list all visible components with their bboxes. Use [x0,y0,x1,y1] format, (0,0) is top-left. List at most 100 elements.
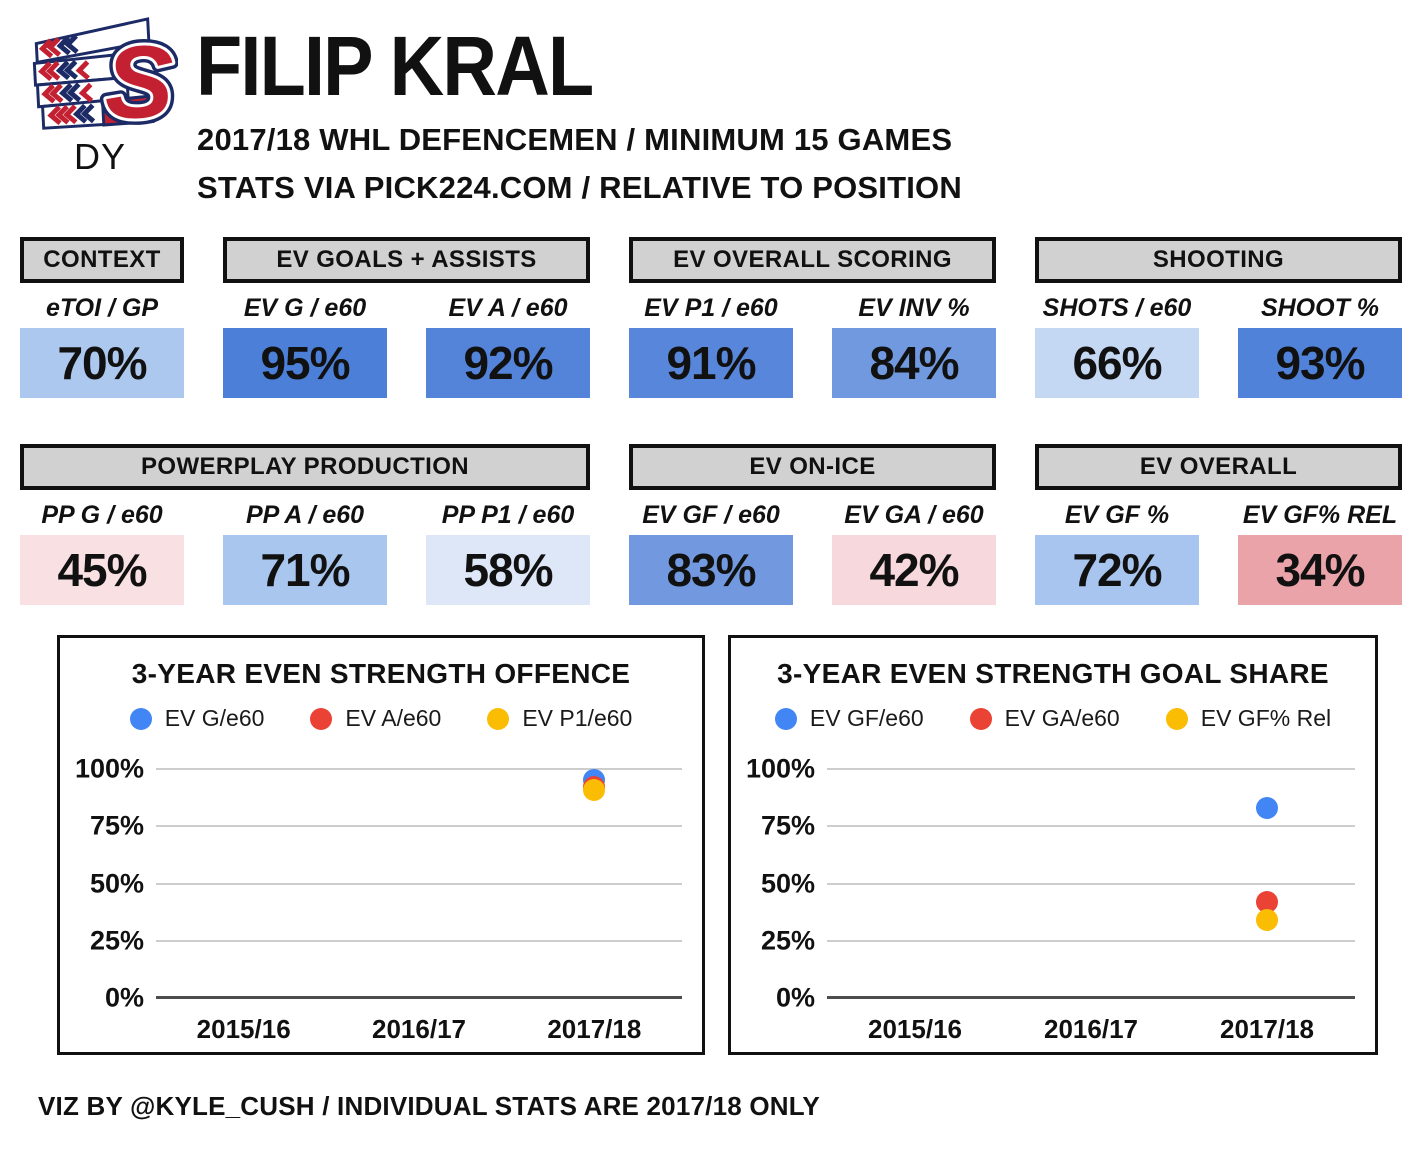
gridline [827,768,1355,770]
stat-label: PP G / e60 [41,501,163,529]
gridline [156,768,682,770]
y-tick-label: 25% [89,925,144,956]
legend-label: EV GF/e60 [809,705,924,731]
data-point [1256,890,1278,913]
group-header-context: CONTEXT [20,237,184,283]
group-header-ev-overall-scoring: EV OVERALL SCORING [629,237,996,283]
logo-s-letter: S S S [99,18,178,136]
subtitle-line-2: STATS VIA PICK224.COM / RELATIVE TO POSI… [197,170,962,205]
stat-label: SHOTS / e60 [1042,294,1192,322]
legend-marker [969,707,992,730]
stat-band-2: POWERPLAY PRODUCTION EV ON-ICE EV OVERAL… [20,444,1404,605]
y-tick-label: 50% [760,868,815,898]
stat-value: 91% [629,328,793,398]
y-tick-label: 75% [89,810,144,841]
legend-label: EV GF% Rel [1200,705,1332,731]
legend-marker [1165,707,1188,730]
chart-plot: 100% 75% 50% 25% 0% 2015/16 2016/17 2017/18 [75,754,682,1044]
y-tick-label: 0% [104,982,144,1013]
legend-marker [310,707,333,730]
y-tick-label: 100% [74,753,144,784]
stat-label: EV A / e60 [448,294,568,322]
x-axis-label: 2016/17 [372,1014,466,1044]
x-axis-label: 2017/18 [1220,1014,1314,1044]
stat-label: EV INV % [858,294,970,322]
group-header-ev-on-ice: EV ON-ICE [629,444,996,490]
stat-label: EV P1 / e60 [644,294,778,322]
legend-item: EV A/e60 [310,705,441,732]
gridline [827,825,1355,828]
y-tick-label: 25% [760,925,815,956]
x-axis-label: 2016/17 [1044,1014,1138,1044]
legend-item: EV P1/e60 [487,705,632,732]
y-tick-label: 75% [760,810,815,841]
data-point [583,778,606,801]
stat-label: EV GF / e60 [642,501,780,529]
legend-label: EV P1/e60 [522,705,633,731]
gridline [156,882,682,885]
stat-value: 72% [1035,535,1199,605]
legend-item: EV G/e60 [129,705,265,732]
gridline [156,825,682,828]
credit-line: VIZ BY @KYLE_CUSH / INDIVIDUAL STATS ARE… [38,1091,820,1121]
stat-label: PP P1 / e60 [441,501,575,529]
group-header-shooting: SHOOTING [1035,237,1402,283]
gridline [827,882,1355,885]
x-axis-label: 2015/16 [868,1014,962,1044]
chart-plot: 100% 75% 50% 25% 0% 2015/16 2016/17 2017/18 [746,754,1355,1044]
stat-label: EV G / e60 [243,294,367,322]
stat-value: 34% [1238,535,1402,605]
stat-value: 95% [223,328,387,398]
x-axis-label: 2015/16 [196,1014,291,1044]
stat-label: PP A / e60 [245,501,365,529]
legend-marker [129,707,152,730]
stat-value: 71% [223,535,387,605]
legend-label: EV G/e60 [164,705,265,731]
chart-title: 3-YEAR EVEN STRENGTH GOAL SHARE [777,658,1329,689]
stat-label: EV GF % [1064,501,1170,529]
svg-text:S: S [105,24,173,136]
chart-ev-offence: 3-YEAR EVEN STRENGTH OFFENCE EV G/e60 EV … [57,635,705,1055]
stat-value: 70% [20,328,184,398]
gridline [827,996,1355,999]
y-tick-label: 100% [745,753,815,784]
group-header-ev-goals-assists: EV GOALS + ASSISTS [223,237,590,283]
stat-label: SHOOT % [1260,294,1380,322]
stat-label: eTOI / GP [45,294,159,322]
player-name: FILIP KRAL [196,19,594,113]
stat-value: 58% [426,535,590,605]
stat-value: 92% [426,328,590,398]
stat-label: EV GF% REL [1242,501,1398,529]
chart-ev-goal-share: 3-YEAR EVEN STRENGTH GOAL SHARE EV GF/e6… [728,635,1378,1055]
chart-legend: EV G/e60 EV A/e60 EV P1/e60 [60,705,702,732]
stat-value: 93% [1238,328,1402,398]
legend-label: EV A/e60 [345,705,442,731]
group-header-powerplay-production: POWERPLAY PRODUCTION [20,444,590,490]
stat-band-1: CONTEXT EV GOALS + ASSISTS EV OVERALL SC… [20,237,1404,398]
legend-item: EV GF/e60 [774,705,924,732]
legend-marker [487,707,510,730]
chart-title: 3-YEAR EVEN STRENGTH OFFENCE [131,658,631,689]
stat-value: 83% [629,535,793,605]
gridline [827,939,1355,942]
svg-text:S: S [105,24,173,136]
stat-value: 66% [1035,328,1199,398]
legend-label: EV GA/e60 [1004,705,1120,731]
gridline [156,939,682,942]
stat-value: 45% [20,535,184,605]
legend-item: EV GF% Rel [1165,705,1332,732]
data-point [1256,909,1278,932]
legend-marker [774,707,797,730]
group-header-ev-overall: EV OVERALL [1035,444,1402,490]
subtitle-line-1: 2017/18 WHL DEFENCEMEN / MINIMUM 15 GAME… [197,122,953,157]
stat-label: EV GA / e60 [844,501,984,529]
y-tick-label: 0% [775,982,815,1013]
stat-value: 84% [832,328,996,398]
position-draft-label: DY [73,136,126,177]
team-logo: S S S [32,17,178,136]
legend-item: EV GA/e60 [969,705,1120,732]
y-tick-label: 50% [89,868,144,898]
chart-legend: EV GF/e60 EV GA/e60 EV GF% Rel [731,705,1375,732]
data-point [1256,796,1278,819]
